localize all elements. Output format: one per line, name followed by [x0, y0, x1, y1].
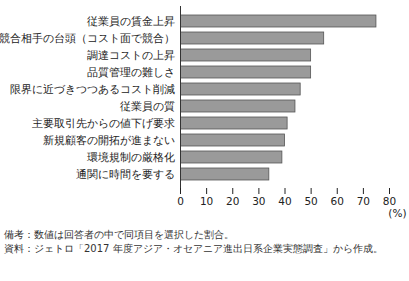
svg-text:従業員の賃金上昇: 従業員の賃金上昇: [87, 15, 175, 27]
svg-text:従業員の質: 従業員の質: [120, 100, 175, 112]
svg-text:調達コストの上昇: 調達コストの上昇: [87, 49, 175, 61]
svg-text:品質管理の難しさ: 品質管理の難しさ: [87, 66, 175, 78]
svg-text:40: 40: [278, 195, 291, 207]
svg-text:競合相手の台頭（コスト面で競合）: 競合相手の台頭（コスト面で競合）: [0, 32, 175, 44]
svg-text:(%): (%): [388, 207, 406, 219]
svg-text:10: 10: [200, 195, 213, 207]
svg-text:70: 70: [357, 195, 370, 207]
svg-text:通関に時間を要する: 通関に時間を要する: [76, 168, 175, 181]
svg-text:50: 50: [304, 195, 317, 207]
svg-text:80: 80: [383, 195, 396, 207]
html-text:備考：数値は回答者の中で同項目を選択した割合。: 備考：数値は回答者の中で同項目を選択した割合。: [4, 229, 234, 240]
svg-text:60: 60: [331, 195, 344, 207]
svg-text:限界に近づきつつあるコスト削減: 限界に近づきつつあるコスト削減: [10, 83, 175, 95]
svg-text:30: 30: [252, 195, 265, 207]
svg-text:新規顧客の開拓が進まない: 新規顧客の開拓が進まない: [43, 134, 175, 146]
html-text:資料：ジェトロ「2017 年度アジア・オセアニア進出日系企業: 資料：ジェトロ「2017 年度アジア・オセアニア進出日系企業実態調査」から作成。: [4, 243, 383, 254]
svg-text:0: 0: [177, 195, 184, 207]
svg-text:環境規制の厳格化: 環境規制の厳格化: [87, 151, 175, 163]
svg-text:主要取引先からの値下げ要求: 主要取引先からの値下げ要求: [32, 117, 175, 130]
svg-text:20: 20: [226, 195, 239, 207]
